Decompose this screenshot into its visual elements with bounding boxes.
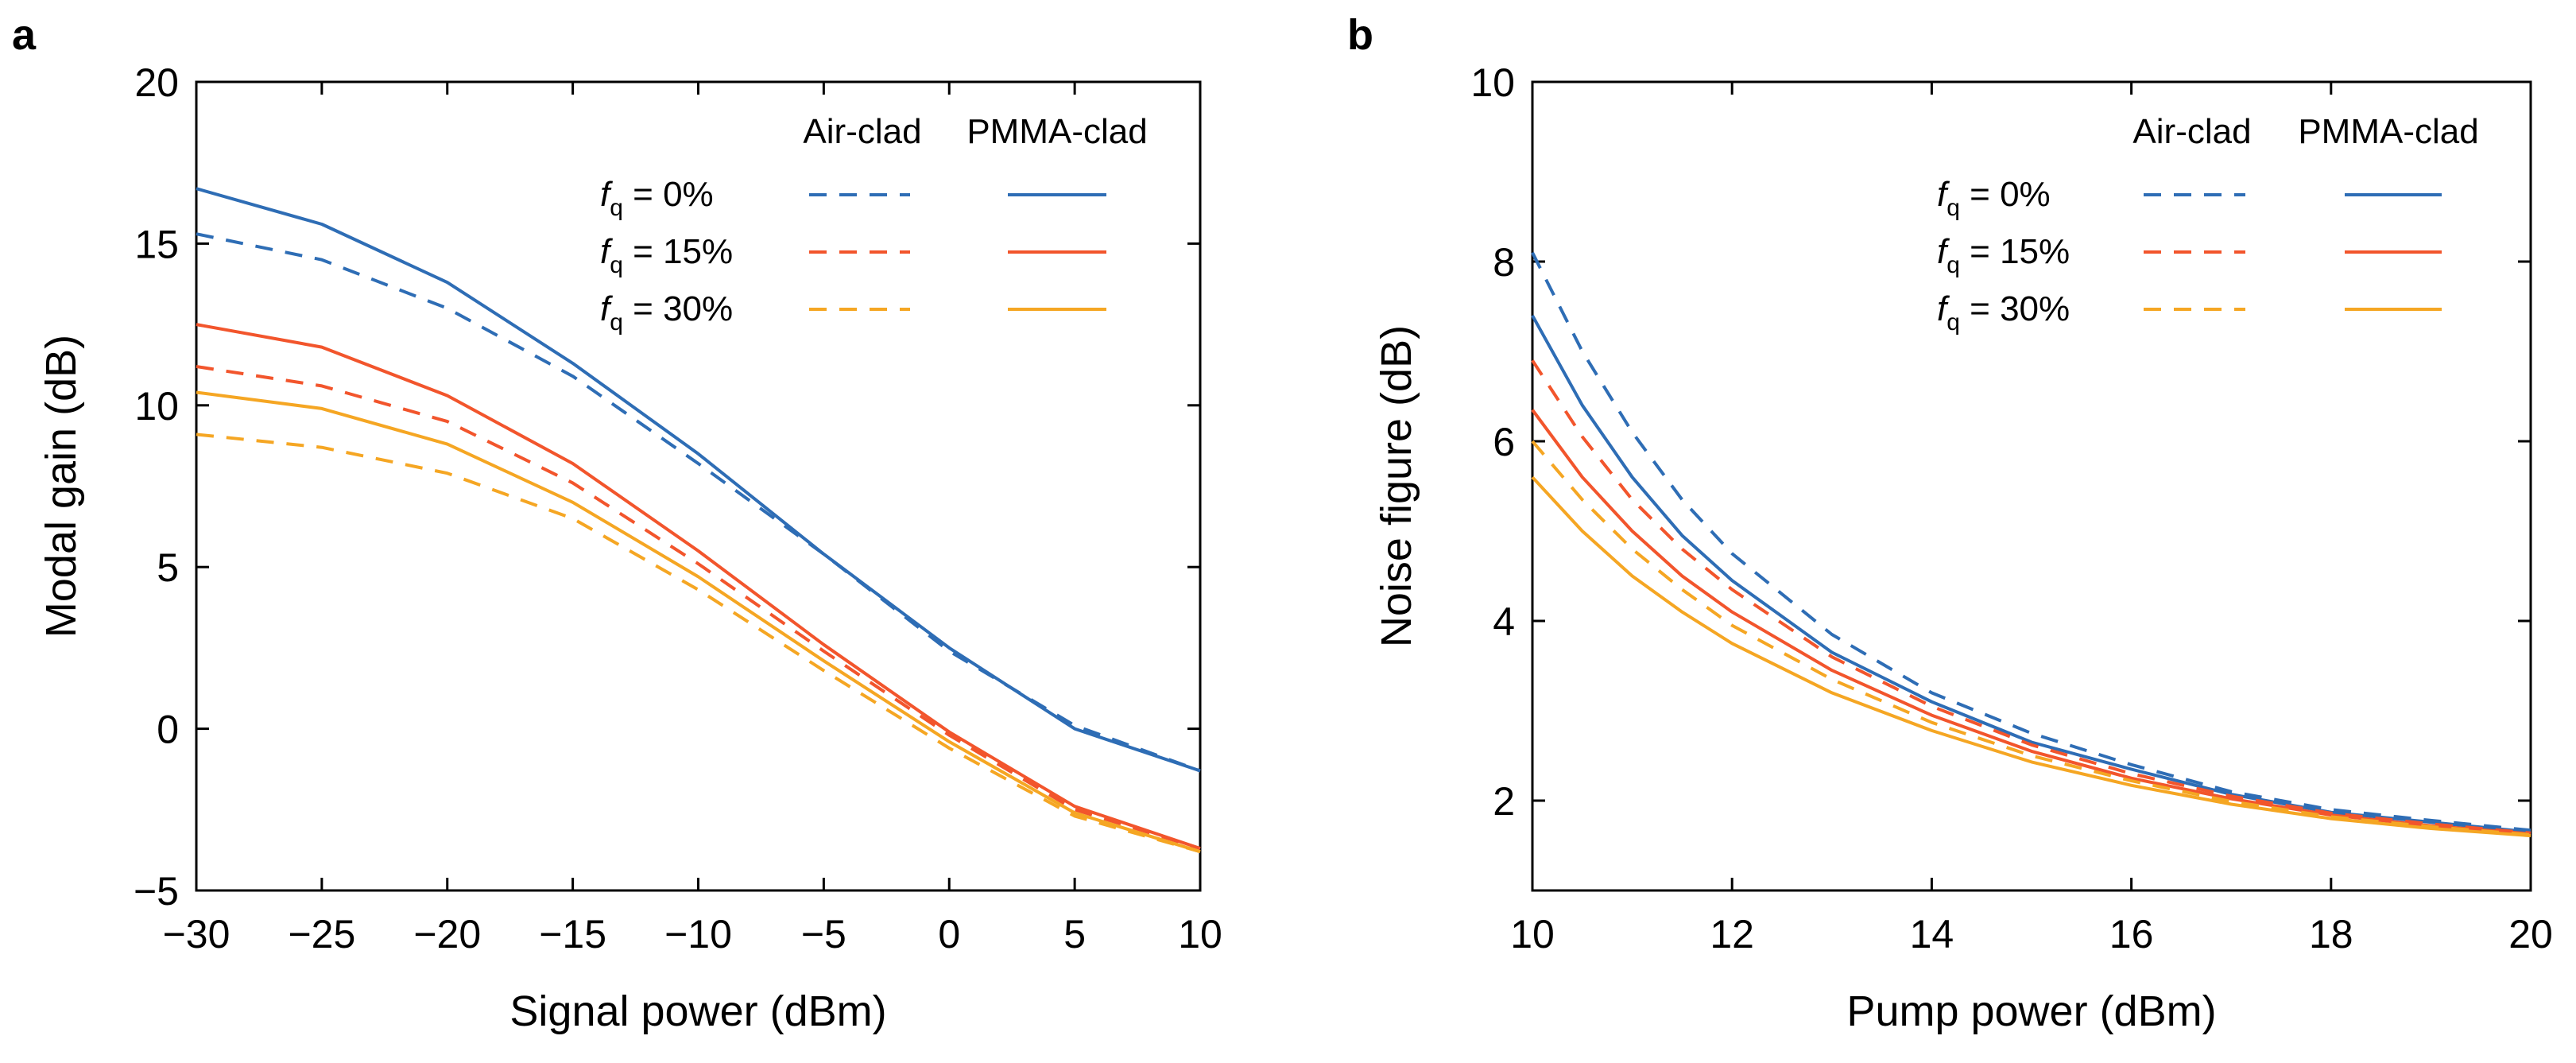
legend: Air-clad PMMA-clad fq = 0% fq = 15% fq = 30% — [600, 112, 1148, 336]
chart-panel-b: b 10 12 14 16 18 20 2 4 6 8 10 Pump power (dBm) Noise… — [1347, 11, 2553, 1035]
x-tick-label: 20 — [2508, 912, 2553, 956]
x-tick-label: −20 — [413, 912, 481, 956]
y-tick-label: 4 — [1493, 599, 1515, 644]
legend-sub: q — [610, 252, 623, 278]
y-tick-label: −5 — [134, 869, 179, 914]
series-line-fq-15-pmma-clad — [196, 323, 1201, 850]
series-line-fq-15-air-clad — [1531, 359, 2531, 835]
legend-sub: q — [1947, 309, 1960, 336]
legend-value: = 30% — [1960, 289, 2070, 328]
series-line-fq-0-air-clad — [1531, 251, 2531, 832]
legend-label: fq = 30% — [1937, 289, 2070, 336]
x-axis-title: Signal power (dBm) — [509, 987, 886, 1035]
y-tick-label: 2 — [1493, 779, 1515, 824]
x-tick-label: −30 — [163, 912, 230, 956]
series-line-fq-0-pmma-clad — [196, 187, 1201, 773]
y-axis-title: Modal gain (dB) — [37, 335, 85, 638]
x-tick-label: 0 — [938, 912, 960, 956]
x-tick-label: 5 — [1063, 912, 1086, 956]
legend-header-pmma-clad: PMMA-clad — [2298, 112, 2478, 151]
legend-sub: q — [610, 309, 623, 336]
x-tick-label: 14 — [1910, 912, 1954, 956]
x-tick-label: −10 — [664, 912, 732, 956]
panel-letter: a — [12, 11, 37, 59]
series-line-fq-30-pmma-clad — [196, 390, 1201, 854]
legend-header-pmma-clad: PMMA-clad — [966, 112, 1147, 151]
x-tick-label: 16 — [2109, 912, 2154, 956]
legend-sub: q — [610, 195, 623, 221]
legend-header-air-clad: Air-clad — [2132, 112, 2251, 151]
series-line-fq-0-pmma-clad — [1531, 314, 2531, 834]
legend-sub: q — [1947, 195, 1960, 221]
y-tick-label: 20 — [134, 60, 179, 105]
series-line-fq-30-air-clad — [1531, 440, 2531, 836]
legend-label: fq = 30% — [600, 289, 733, 336]
x-tick-label: −25 — [288, 912, 355, 956]
x-tick-label: 10 — [1510, 912, 1555, 956]
legend-label: fq = 15% — [1937, 232, 2070, 278]
chart-panel-a: a −30 −25 −20 −15 −10 −5 0 5 10 −5 0 5 10 15 20 Signal p… — [12, 11, 1222, 1035]
y-tick-label: 6 — [1493, 420, 1515, 464]
x-axis-title: Pump power (dBm) — [1846, 987, 2216, 1035]
y-tick-label: 8 — [1493, 240, 1515, 285]
x-tick-label: 12 — [1710, 912, 1754, 956]
legend-header-air-clad: Air-clad — [803, 112, 921, 151]
x-tick-label: 18 — [2309, 912, 2353, 956]
y-tick-label: 10 — [1470, 60, 1515, 105]
y-tick-label: 10 — [134, 384, 179, 429]
legend-sub: q — [1947, 252, 1960, 278]
series-line-fq-15-air-clad — [196, 365, 1201, 851]
y-axis-title: Noise figure (dB) — [1373, 325, 1420, 647]
legend-label: fq = 0% — [1937, 175, 2051, 221]
legend-label: fq = 0% — [600, 175, 714, 221]
y-tick-label: 5 — [157, 545, 179, 590]
series-line-fq-15-pmma-clad — [1531, 409, 2531, 836]
plot-frame — [1531, 80, 2532, 892]
x-tick-label: −5 — [801, 912, 846, 956]
legend-value: = 15% — [1960, 232, 2070, 271]
x-tick-label: −15 — [539, 912, 606, 956]
y-tick-label: 0 — [157, 708, 179, 752]
panel-letter: b — [1347, 11, 1373, 59]
y-tick-label: 15 — [134, 222, 179, 266]
series-line-fq-30-air-clad — [196, 433, 1201, 854]
series-line-fq-30-pmma-clad — [1531, 475, 2531, 838]
legend-value: = 30% — [623, 289, 733, 328]
legend-label: fq = 15% — [600, 232, 733, 278]
legend-value: = 15% — [623, 232, 733, 271]
legend-value: = 0% — [1960, 175, 2051, 214]
legend-value: = 0% — [623, 175, 714, 214]
legend: Air-clad PMMA-clad fq = 0% fq = 15% fq = 30% — [1937, 112, 2479, 336]
x-tick-label: 10 — [1178, 912, 1222, 956]
